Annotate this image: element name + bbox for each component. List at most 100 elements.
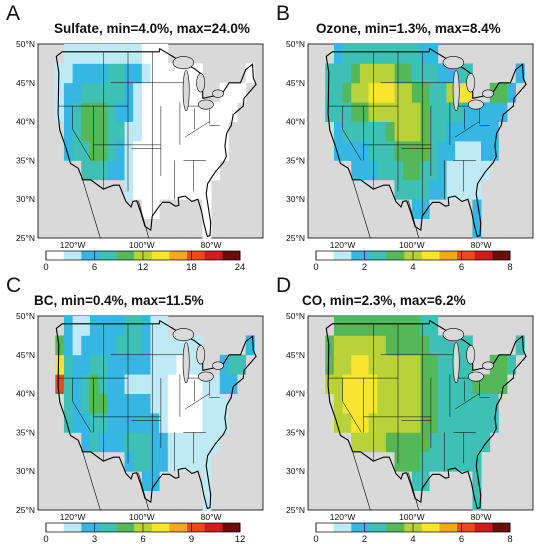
grid-cell (351, 82, 361, 103)
grid-cell (133, 102, 143, 122)
colorbar-tick-label: 6 (459, 262, 464, 272)
colorbar-swatch (439, 251, 458, 260)
grid-cell (446, 102, 456, 122)
colorbar-tick-label: 6 (140, 534, 145, 544)
grid-cell (107, 102, 117, 122)
grid-cell (455, 413, 465, 433)
grid-cell (159, 413, 169, 433)
grid-cell (394, 121, 404, 142)
grid-cell (472, 160, 482, 181)
grid-cell (411, 335, 421, 356)
grid-cell (455, 374, 465, 394)
grid-cell (107, 316, 117, 336)
grid-cell (411, 44, 421, 64)
state-line (184, 121, 210, 138)
colorbar-tick-label: 4 (410, 534, 415, 544)
grid-cell (202, 413, 212, 433)
grid-cell (342, 335, 352, 356)
colorbar-swatch (151, 251, 170, 260)
grid-cell (489, 354, 499, 375)
grid-cell (368, 63, 378, 84)
grid-cell (176, 160, 186, 181)
grid-cell (211, 393, 221, 414)
grid-cell (437, 451, 447, 472)
grid-cell (167, 141, 177, 161)
colorbar-tick-label: 12 (138, 262, 149, 272)
grid-cell (394, 335, 404, 356)
colorbar-tick-label: 0 (43, 262, 48, 272)
grid-cell (394, 393, 404, 414)
colorbar-swatch (46, 523, 64, 532)
grid-cell (420, 374, 430, 394)
country-outline (325, 47, 527, 238)
grid-cell (202, 374, 212, 394)
grid-cell (159, 432, 169, 453)
grid-cell (342, 393, 352, 414)
lake (196, 345, 206, 365)
grid-cell (219, 413, 229, 433)
grid-cell (185, 413, 195, 433)
grid-cell (159, 63, 169, 84)
grid-cell (167, 179, 177, 200)
grid-cell (141, 160, 151, 181)
grid-cell (377, 374, 387, 394)
grid-cell (463, 121, 473, 142)
grid-cell (150, 44, 160, 64)
grid-cell (63, 102, 74, 122)
grid-cell (351, 102, 361, 122)
grid-cell (368, 335, 378, 356)
grid-cell (185, 335, 195, 356)
grid-cell (437, 393, 447, 414)
grid-cell (176, 413, 186, 433)
grid-cell (446, 141, 456, 161)
grid-cell (72, 413, 82, 433)
grid-cell (359, 354, 369, 375)
grid-cell (368, 393, 378, 414)
grid-cell (159, 44, 169, 64)
lake (442, 328, 465, 342)
grid-cell (455, 451, 465, 472)
colorbar-swatch (457, 251, 476, 260)
panel-letter: C (6, 274, 22, 297)
grid-cell (81, 432, 91, 453)
grid-cell (107, 354, 117, 375)
grid-cell (472, 121, 482, 142)
lat-label: 30°N (16, 194, 35, 204)
state-line (454, 121, 480, 138)
grid-cell (81, 354, 91, 375)
grid-cell (133, 432, 143, 453)
grid-cell (141, 82, 151, 103)
grid-cell (325, 82, 335, 103)
grid-cell (98, 121, 108, 142)
grid-cell (63, 335, 74, 356)
grid-cell (185, 82, 195, 103)
grid-cell (411, 471, 421, 491)
grid-cell (72, 82, 82, 103)
grid-cell (437, 141, 447, 161)
colorbar-swatch (474, 523, 493, 532)
grid-cell (411, 354, 421, 375)
lat-label: 50°N (16, 311, 35, 321)
mexico-coast (352, 451, 420, 511)
grid-cell (429, 44, 439, 64)
lat-label: 30°N (286, 194, 305, 204)
grid-cell (141, 44, 151, 64)
grid-cell (342, 374, 352, 394)
colorbar-swatch (116, 523, 135, 532)
grid-cell (89, 44, 99, 64)
grid-cell (489, 374, 499, 394)
lat-label: 50°N (286, 39, 305, 49)
grid-cell (403, 44, 413, 64)
grid-cell (489, 393, 499, 414)
grid-cell (193, 102, 203, 122)
colorbar-swatch (63, 251, 82, 260)
colorbar-swatch (368, 523, 387, 532)
grid-cell (63, 316, 74, 336)
grid-cell (385, 160, 395, 181)
grid-cell (455, 354, 465, 375)
grid-cell (245, 63, 255, 84)
state-line (454, 393, 480, 410)
grid-cell (55, 335, 65, 356)
lat-label: 30°N (16, 466, 35, 476)
grid-cell (368, 141, 378, 161)
